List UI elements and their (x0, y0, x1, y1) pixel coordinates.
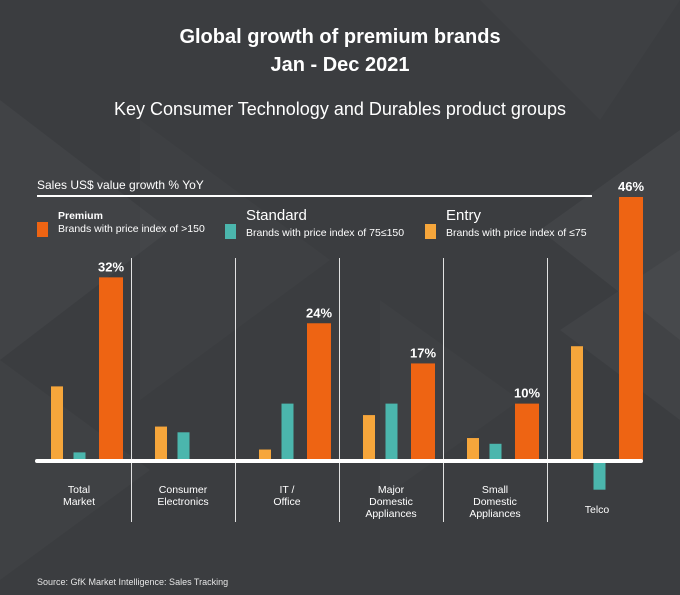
legend-desc-premium: Brands with price index of >150 (58, 223, 205, 235)
category-label-2: IT / (280, 484, 295, 496)
bar-premium-5 (619, 197, 643, 461)
bar-entry-2 (259, 449, 271, 461)
legend-swatch-entry (425, 224, 436, 239)
category-label-3: Domestic (369, 496, 413, 508)
category-label-0: Market (63, 496, 95, 508)
legend-swatch-premium (37, 222, 48, 237)
category-label-0: Total (68, 484, 90, 496)
bar-entry-1 (155, 426, 167, 461)
chart-subtitle: Key Consumer Technology and Durables pro… (114, 99, 566, 119)
category-label-1: Consumer (159, 484, 208, 496)
category-label-4: Domestic (473, 496, 517, 508)
bar-standard-3 (385, 403, 398, 461)
data-label-2: 24% (306, 305, 332, 320)
category-label-4: Appliances (469, 508, 520, 520)
bar-entry-3 (363, 415, 375, 461)
category-label-4: Small (482, 484, 508, 496)
legend-desc-standard: Brands with price index of 75≤150 (246, 227, 405, 239)
bar-standard-2 (281, 403, 294, 461)
legend-swatch-standard (225, 224, 236, 239)
category-label-5: Telco (585, 504, 610, 516)
legend-desc-entry: Brands with price index of ≤75 (446, 227, 587, 239)
category-label-3: Appliances (365, 508, 416, 520)
bar-standard-1 (177, 432, 190, 461)
category-label-2: Office (273, 496, 300, 508)
source-note: Source: GfK Market Intelligence: Sales T… (37, 577, 229, 587)
bar-standard-4 (489, 443, 502, 461)
bar-premium-0 (99, 277, 123, 461)
bar-entry-4 (467, 438, 479, 461)
bar-entry-0 (51, 386, 63, 461)
legend-label-entry: Entry (446, 207, 482, 224)
bar-entry-5 (571, 346, 583, 461)
chart-title: Global growth of premium brands (179, 26, 501, 48)
legend-label-premium: Premium (58, 210, 103, 222)
y-axis-label: Sales US$ value growth % YoY (37, 178, 204, 192)
bar-premium-3 (411, 363, 435, 461)
bar-standard-5 (593, 461, 606, 490)
bar-premium-4 (515, 403, 539, 461)
data-label-0: 32% (98, 259, 124, 274)
header-divider (37, 195, 592, 197)
data-label-3: 17% (410, 345, 436, 360)
category-label-3: Major (378, 484, 405, 496)
bar-standard-0 (73, 452, 86, 461)
data-label-4: 10% (514, 386, 540, 401)
bar-premium-2 (307, 323, 331, 461)
chart-title-period: Jan - Dec 2021 (270, 54, 410, 76)
legend-label-standard: Standard (246, 207, 307, 224)
data-label-5: 46% (618, 179, 644, 194)
category-label-1: Electronics (157, 496, 208, 508)
